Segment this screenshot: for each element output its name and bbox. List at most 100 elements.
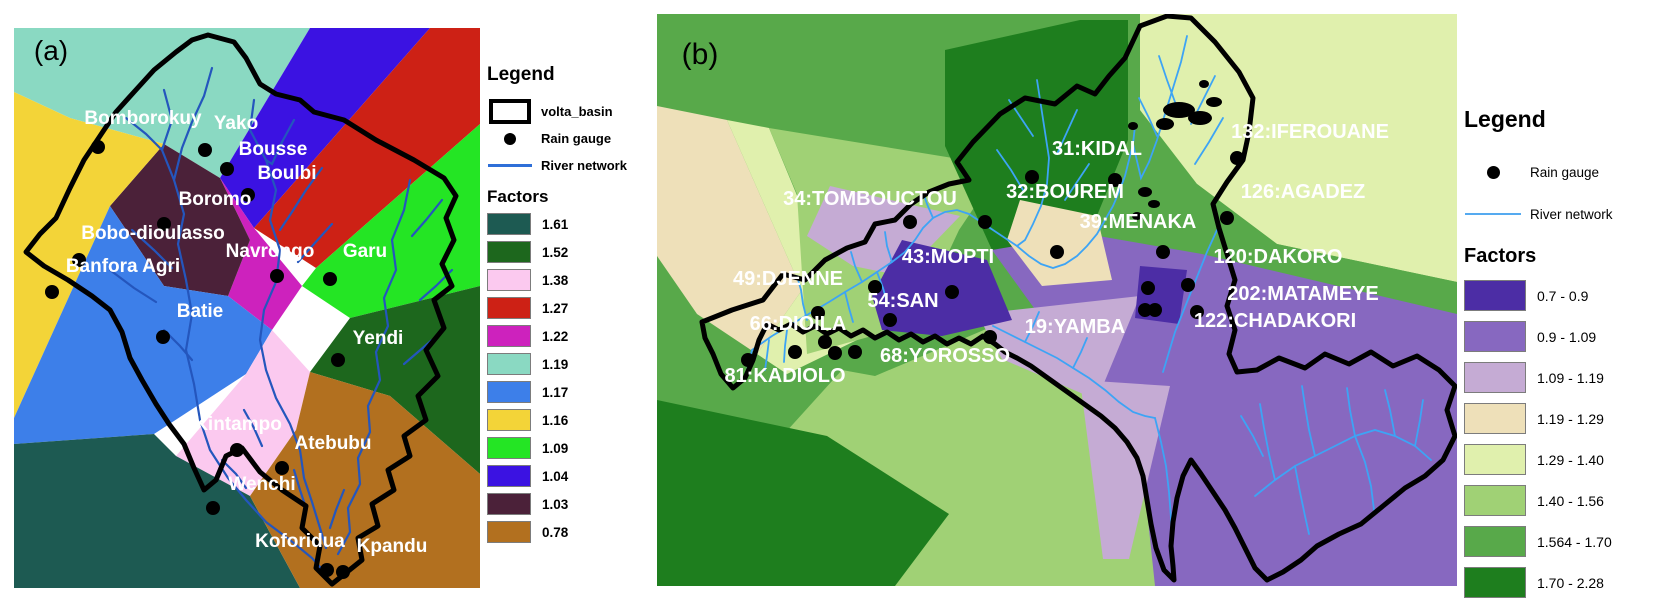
- rain-gauge-dot: [1050, 245, 1064, 259]
- legend-b-factors-title: Factors: [1464, 245, 1537, 267]
- factor-swatch: [1464, 485, 1526, 516]
- river-path: [1072, 337, 1088, 369]
- factor-item: 1.04: [487, 465, 647, 487]
- river-path: [996, 149, 1024, 191]
- river-line-icon: [487, 164, 533, 167]
- legend-item-label: River network: [541, 158, 627, 173]
- river-path: [1294, 465, 1310, 535]
- rain-gauge-dot: [848, 345, 862, 359]
- rain-gauge-dot: [198, 143, 212, 157]
- gauge-label: Banfora Agri: [66, 256, 180, 277]
- rain-gauge-dot: [91, 140, 105, 154]
- river-path: [410, 198, 444, 238]
- river-path: [764, 339, 770, 371]
- factor-swatch: [487, 325, 531, 347]
- rain-gauge-dot: [883, 313, 897, 327]
- river-path: [220, 458, 248, 490]
- river-path: [783, 329, 788, 363]
- terrain-blob: [1148, 200, 1160, 208]
- factor-value: 1.29 - 1.40: [1537, 451, 1604, 468]
- river-path: [336, 178, 412, 556]
- rain-gauge-dot: [741, 353, 755, 367]
- river-path: [278, 166, 324, 232]
- rain-gauge-dot: [828, 346, 842, 360]
- gauge-label: 43:MOPTI: [902, 246, 994, 268]
- legend-b: Legend Rain gauge River network Factors 0…: [1464, 106, 1654, 605]
- river-path: [242, 408, 264, 448]
- factor-value: 1.19 - 1.29: [1537, 410, 1604, 427]
- basin-outline: [23, 32, 459, 587]
- legend-item: River network: [1464, 199, 1654, 229]
- gauge-label: Bousse: [239, 139, 308, 160]
- thiessen-region-factor-0.7 - 0.9: [872, 240, 1012, 336]
- river-path: [296, 222, 334, 264]
- factor-item: 1.03: [487, 493, 647, 515]
- rain-gauge-icon: [487, 132, 533, 145]
- factor-value: 0.7 - 0.9: [1537, 287, 1589, 304]
- legend-a-title: Legend: [487, 64, 555, 85]
- river-path: [1194, 117, 1224, 165]
- factor-item: 1.52: [487, 241, 647, 263]
- legend-b-title: Legend: [1464, 106, 1546, 132]
- legend-b-factor-rows: 0.7 - 0.9 0.9 - 1.09 1.09 - 1.19 1.19 - 1.2…: [1464, 280, 1654, 598]
- river-path: [1384, 389, 1396, 437]
- rain-gauge-dot: [1230, 151, 1244, 165]
- factor-value: 1.52: [542, 244, 569, 260]
- factor-value: 0.9 - 1.09: [1537, 328, 1597, 345]
- factor-value: 1.19: [542, 356, 569, 372]
- factor-value: 1.22: [542, 328, 569, 344]
- river-path: [884, 231, 893, 263]
- river-path: [328, 488, 346, 530]
- factor-swatch: [1464, 567, 1526, 598]
- rain-gauge-dot: [978, 215, 992, 229]
- gauge-label: 39:MENAKA: [1080, 211, 1197, 233]
- factor-item: 1.19: [487, 353, 647, 375]
- panel-label: (a): [34, 35, 68, 66]
- factor-swatch: [487, 381, 531, 403]
- factor-swatch: [1464, 321, 1526, 352]
- river-path: [796, 275, 808, 321]
- thiessen-region-factor-1.03: [110, 144, 250, 296]
- gauge-label: 66:DIOILA: [750, 313, 847, 335]
- rain-gauge-dot: [241, 188, 255, 202]
- gauge-label: Kpandu: [357, 536, 428, 557]
- thiessen-region-factor-1.22: [220, 178, 302, 330]
- thiessen-region-factor-1.19 - 1.29: [657, 106, 802, 354]
- gauge-label: 68:YOROSSO: [880, 345, 1010, 367]
- gauge-label: Yako: [214, 113, 258, 134]
- gauge-label: 81:KADIOLO: [724, 365, 845, 387]
- river-path: [1056, 109, 1078, 155]
- legend-a: Legend volta_basin Rain gauge River networ…: [487, 64, 647, 549]
- rain-gauge-dot: [1190, 305, 1204, 319]
- river-path: [876, 271, 888, 303]
- factor-swatch: [487, 353, 531, 375]
- river-path: [992, 325, 1156, 419]
- factor-swatch: [487, 465, 531, 487]
- rain-gauge-dot: [1156, 245, 1170, 259]
- river-path: [1158, 55, 1176, 103]
- thiessen-region-factor-1.09 - 1.19: [1080, 380, 1170, 559]
- rain-gauge-dot: [903, 215, 917, 229]
- river-path: [264, 118, 296, 166]
- river-path: [1259, 403, 1276, 481]
- factor-value: 1.61: [542, 216, 569, 232]
- thiessen-region-factor-1.61: [14, 434, 300, 588]
- rain-gauge-dot: [1108, 173, 1122, 187]
- factor-item: 1.40 - 1.56: [1464, 485, 1654, 516]
- river-path: [108, 268, 158, 304]
- gauge-label: 31:KIDAL: [1052, 138, 1142, 160]
- terrain-blob: [1132, 212, 1142, 220]
- gauge-label: 54:SAN: [867, 290, 938, 312]
- river-path: [124, 116, 164, 152]
- factor-item: 1.09: [487, 437, 647, 459]
- rain-gauge-dot: [206, 501, 220, 515]
- river-path: [850, 251, 863, 283]
- river-path: [172, 66, 214, 182]
- legend-item-label: River network: [1530, 206, 1613, 222]
- terrain-blob: [1128, 122, 1138, 130]
- factor-item: 1.19 - 1.29: [1464, 403, 1654, 434]
- river-path: [1354, 435, 1375, 511]
- river-path: [1240, 415, 1264, 457]
- terrain-blob: [1163, 102, 1195, 118]
- factor-item: 1.70 - 2.28: [1464, 567, 1654, 598]
